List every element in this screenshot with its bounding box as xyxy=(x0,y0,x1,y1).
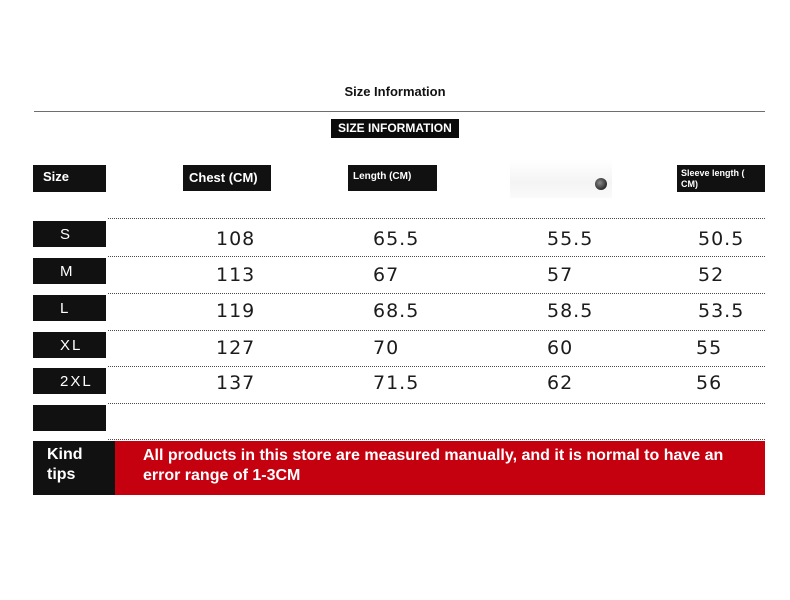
length-value: 70 xyxy=(373,337,400,359)
size-cell-m: M xyxy=(33,258,106,284)
title-divider xyxy=(34,111,765,112)
size-cell-l: L xyxy=(33,295,106,321)
sleeve-value: 52 xyxy=(698,264,725,286)
column-header-blank xyxy=(510,160,612,198)
sleeve-value: 53.5 xyxy=(698,300,745,322)
column-header-sleeve: Sleeve length ( CM) xyxy=(677,165,765,192)
column-header-chest: Chest (CM) xyxy=(183,165,271,191)
kind-tips-label: Kind tips xyxy=(33,441,115,495)
chest-value: 137 xyxy=(216,372,256,394)
chest-value: 119 xyxy=(216,300,256,322)
row-divider xyxy=(108,218,765,219)
column-header-size: Size xyxy=(33,165,106,192)
size-information-badge: SIZE INFORMATION xyxy=(331,119,459,138)
column4-value: 57 xyxy=(547,264,574,286)
chest-value: 127 xyxy=(216,337,256,359)
row-divider xyxy=(108,330,765,331)
row-divider xyxy=(108,293,765,294)
sleeve-value: 55 xyxy=(696,337,723,359)
sleeve-value: 56 xyxy=(696,372,723,394)
size-cell-s: S xyxy=(33,221,106,247)
length-value: 65.5 xyxy=(373,228,420,250)
row-divider xyxy=(108,439,765,440)
column4-value: 60 xyxy=(547,337,574,359)
size-cell-empty xyxy=(33,405,106,431)
page-title: Size Information xyxy=(344,84,446,99)
column4-value: 58.5 xyxy=(547,300,594,322)
row-divider xyxy=(108,366,765,367)
kind-tips-text: All products in this store are measured … xyxy=(115,441,765,495)
length-value: 71.5 xyxy=(373,372,420,394)
chest-value: 113 xyxy=(216,264,256,286)
column4-value: 55.5 xyxy=(547,228,594,250)
column4-value: 62 xyxy=(547,372,574,394)
row-divider xyxy=(108,256,765,257)
column-header-length: Length (CM) xyxy=(348,165,437,191)
row-divider xyxy=(108,403,765,404)
size-cell-xl: XL xyxy=(33,332,106,358)
sleeve-value: 50.5 xyxy=(698,228,745,250)
gear-icon xyxy=(595,178,607,190)
size-cell-2xl: 2XL xyxy=(33,368,106,394)
length-value: 67 xyxy=(373,264,400,286)
length-value: 68.5 xyxy=(373,300,420,322)
chest-value: 108 xyxy=(216,228,256,250)
